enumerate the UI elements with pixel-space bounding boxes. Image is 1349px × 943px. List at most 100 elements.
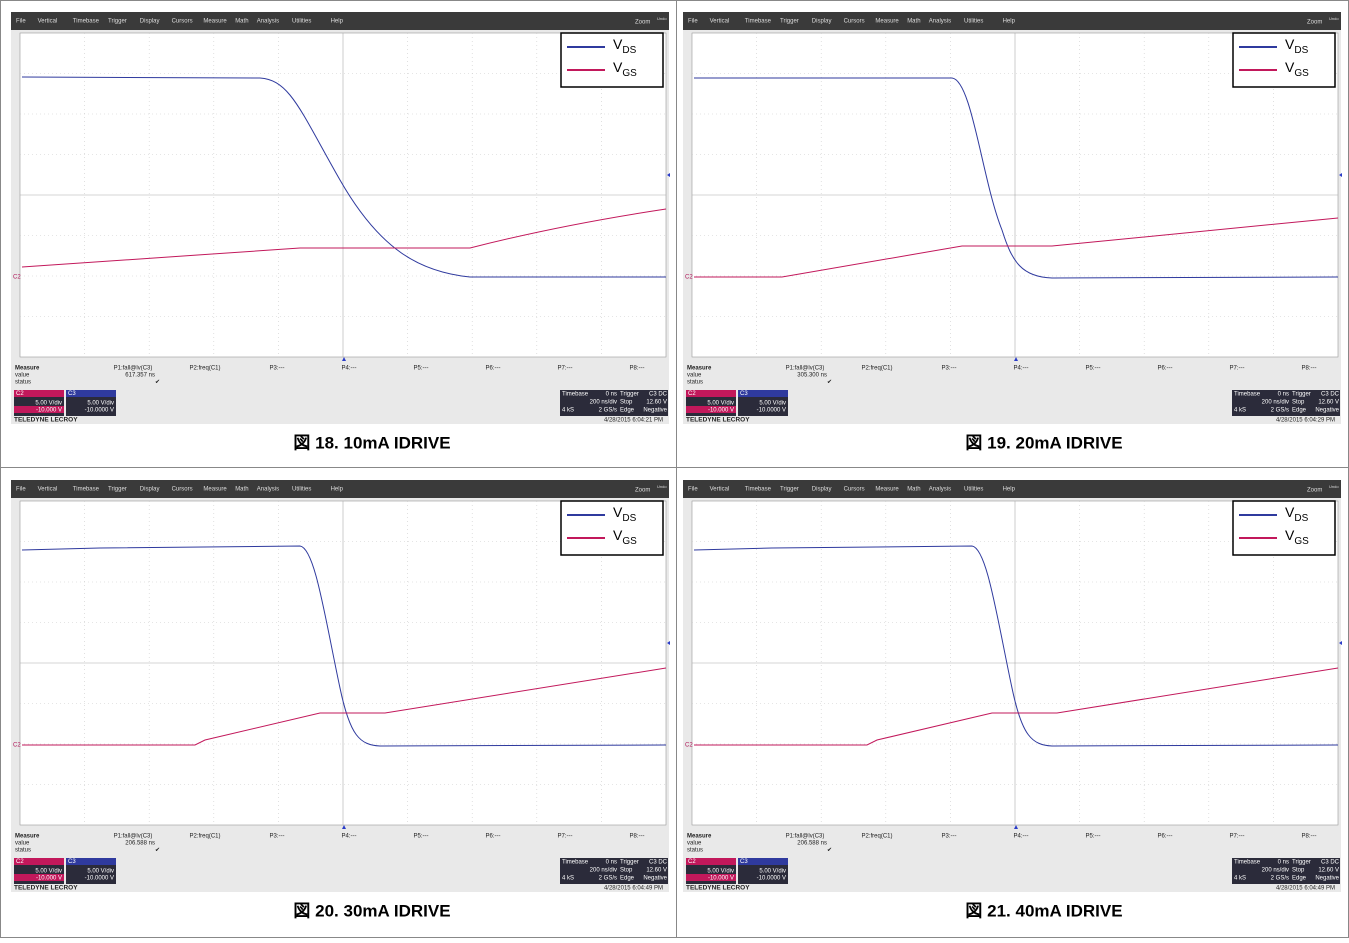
caption: 図 20. 30mA IDRIVE — [293, 901, 450, 920]
measure-check: ✔ — [827, 848, 832, 854]
menu-item[interactable]: Measure — [203, 19, 227, 25]
timebase-scale: 200 ns/div — [1262, 400, 1289, 406]
menu-item[interactable]: Math — [235, 19, 248, 25]
zoom-button[interactable]: Zoom — [635, 488, 650, 494]
menu-item[interactable]: Timebase — [73, 19, 100, 25]
zoom-button[interactable]: Zoom — [1307, 20, 1322, 26]
measure-param: P2:freq(C1) — [189, 834, 220, 840]
measure-param: P7:--- — [1230, 366, 1245, 372]
menu-item[interactable]: Measure — [875, 487, 899, 493]
menu-item[interactable]: Trigger — [780, 19, 799, 25]
zoom-button[interactable]: Zoom — [635, 20, 650, 26]
timebase-scale: 200 ns/div — [590, 868, 617, 874]
legend-box — [561, 501, 663, 555]
menu-item[interactable]: Timebase — [73, 487, 100, 493]
channel-offset: -10.000 V — [36, 876, 62, 882]
channel-name[interactable]: C2 — [688, 391, 696, 397]
measure-param: P8:--- — [630, 366, 645, 372]
channel-name[interactable]: C3 — [740, 391, 748, 397]
timebase-mode: Stop — [620, 400, 633, 406]
menu-item[interactable]: Help — [1003, 19, 1016, 25]
legend-sub: GS — [1294, 68, 1309, 79]
menu-item[interactable]: Help — [331, 487, 344, 493]
measure-label: Measure — [15, 834, 40, 840]
undo-button[interactable]: Undo — [1329, 16, 1339, 21]
scope-panel: File Vertical Timebase Trigger Display Cursor… — [11, 12, 670, 452]
channel-name[interactable]: C2 — [16, 391, 24, 397]
menu-item[interactable]: Trigger — [780, 487, 799, 493]
legend-sub: GS — [622, 68, 637, 79]
menu-item[interactable]: Vertical — [710, 19, 730, 25]
menu-item[interactable]: Timebase — [745, 19, 772, 25]
legend-sub: DS — [622, 45, 636, 56]
channel-name[interactable]: C2 — [688, 859, 696, 865]
channel-name[interactable]: C3 — [68, 859, 76, 865]
menu-item[interactable]: Utilities — [292, 19, 311, 25]
legend-sub: DS — [1294, 513, 1308, 524]
caption: 図 18. 10mA IDRIVE — [293, 433, 450, 452]
trace-marker: C2 — [685, 275, 693, 281]
menu-item[interactable]: Trigger — [108, 487, 127, 493]
brand: TELEDYNE LECROY — [686, 417, 750, 424]
channel-name[interactable]: C3 — [68, 391, 76, 397]
menu-item[interactable]: Cursors — [172, 19, 193, 25]
menu-item[interactable]: Display — [140, 487, 160, 493]
channel-name[interactable]: C3 — [740, 859, 748, 865]
menu-item[interactable]: File — [688, 19, 698, 25]
measure-value-label: value — [15, 373, 30, 379]
menu-item[interactable]: Analysis — [929, 487, 951, 493]
menu-item[interactable]: Analysis — [929, 19, 951, 25]
legend-sub: DS — [622, 513, 636, 524]
menu-item[interactable]: Display — [812, 487, 832, 493]
timebase-label: Timebase — [1234, 860, 1261, 866]
channel-offset: -10.0000 V — [757, 408, 786, 414]
legend-sub: DS — [1294, 45, 1308, 56]
menu-item[interactable]: Measure — [875, 19, 899, 25]
menu-item[interactable]: Vertical — [38, 487, 58, 493]
menu-item[interactable]: Math — [907, 19, 920, 25]
timebase-samples: 4 kS — [562, 408, 574, 414]
menu-item[interactable]: Timebase — [745, 487, 772, 493]
undo-button[interactable]: Undo — [657, 16, 667, 21]
measure-param: P1:fall@lv(C3) — [114, 834, 153, 840]
menu-item[interactable]: Cursors — [844, 487, 865, 493]
menu-item[interactable]: File — [688, 487, 698, 493]
menu-item[interactable]: Utilities — [292, 487, 311, 493]
legend-box — [561, 33, 663, 87]
menu-item[interactable]: Help — [1003, 487, 1016, 493]
timebase-rate: 2 GS/s — [599, 408, 617, 414]
menu-item[interactable]: File — [16, 487, 26, 493]
measure-param: P8:--- — [1302, 366, 1317, 372]
legend-sub: GS — [622, 536, 637, 547]
legend-box — [1233, 33, 1335, 87]
undo-button[interactable]: Undo — [657, 484, 667, 489]
zoom-button[interactable]: Zoom — [1307, 488, 1322, 494]
menu-item[interactable]: Math — [235, 487, 248, 493]
menu-item[interactable]: Utilities — [964, 19, 983, 25]
undo-button[interactable]: Undo — [1329, 484, 1339, 489]
menu-item[interactable]: Cursors — [172, 487, 193, 493]
measure-param: P1:fall@lv(C3) — [786, 834, 825, 840]
menu-item[interactable]: Utilities — [964, 487, 983, 493]
measure-param: P3:--- — [270, 366, 285, 372]
menu-item[interactable]: Cursors — [844, 19, 865, 25]
menu-item[interactable]: Math — [907, 487, 920, 493]
menu-item[interactable]: Analysis — [257, 487, 279, 493]
scope-panel: File Vertical Timebase Trigger Display Cursor… — [11, 480, 670, 920]
menu-item[interactable]: Trigger — [108, 19, 127, 25]
menu-item[interactable]: Analysis — [257, 19, 279, 25]
measure-param: P4:--- — [1014, 366, 1029, 372]
menu-item[interactable]: Display — [140, 19, 160, 25]
menu-item[interactable]: Vertical — [710, 487, 730, 493]
menu-item[interactable]: File — [16, 19, 26, 25]
measure-status-label: status — [15, 380, 31, 386]
measure-value-label: value — [687, 841, 702, 847]
timebase-level: 12.60 V — [646, 400, 667, 406]
scope-panel: File Vertical Timebase Trigger Display Cursor… — [683, 12, 1342, 452]
menu-item[interactable]: Vertical — [38, 19, 58, 25]
channel-name[interactable]: C2 — [16, 859, 24, 865]
menu-item[interactable]: Measure — [203, 487, 227, 493]
timebase-samples: 4 kS — [562, 876, 574, 882]
menu-item[interactable]: Display — [812, 19, 832, 25]
menu-item[interactable]: Help — [331, 19, 344, 25]
